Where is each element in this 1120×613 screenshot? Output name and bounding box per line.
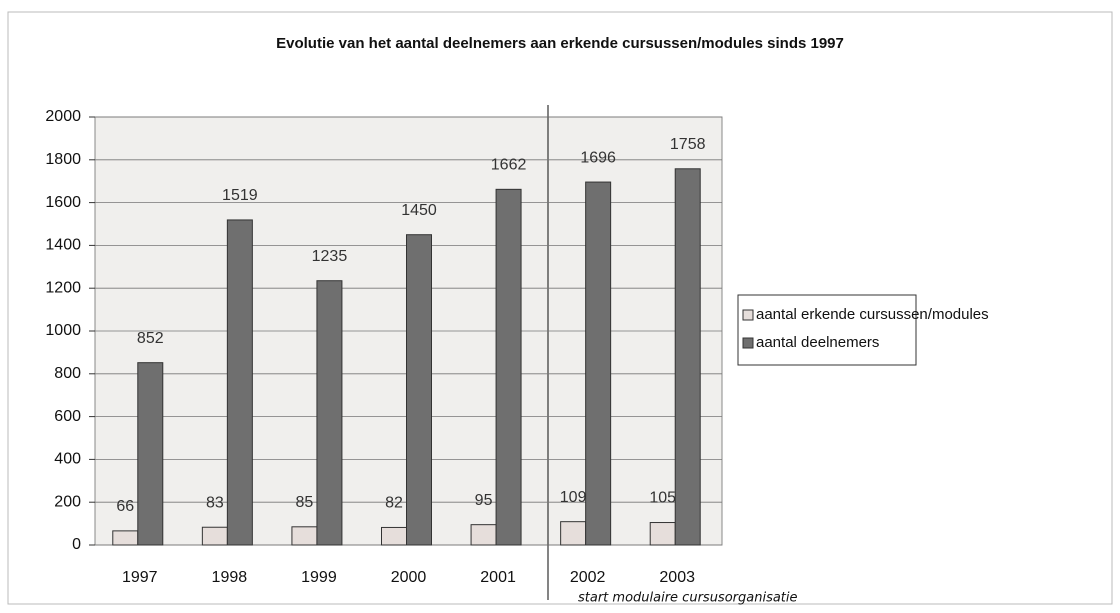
- y-tick-label: 0: [72, 536, 81, 553]
- bar: [470, 524, 497, 546]
- value-label: 82: [385, 495, 403, 512]
- x-tick-label: 2001: [480, 569, 516, 586]
- bar: [585, 181, 612, 546]
- value-label: 1235: [312, 248, 348, 265]
- y-tick-label: 2000: [45, 108, 81, 125]
- bar: [649, 522, 676, 546]
- value-label: 83: [206, 494, 224, 511]
- bar: [674, 168, 701, 546]
- y-tick-label: 1600: [45, 194, 81, 211]
- value-label: 1696: [580, 149, 616, 166]
- bar: [560, 521, 587, 546]
- value-label: 85: [296, 494, 314, 511]
- value-label: 1758: [670, 136, 706, 153]
- x-tick-label: 2003: [659, 569, 695, 586]
- y-tick-label: 1400: [45, 237, 81, 254]
- bar: [495, 188, 522, 546]
- value-label: 1519: [222, 187, 258, 204]
- bar: [291, 526, 318, 546]
- y-tick-label: 1000: [45, 322, 81, 339]
- value-label: 66: [116, 498, 134, 515]
- value-label: 109: [560, 489, 587, 506]
- legend-label: aantal erkende cursussen/modules: [756, 306, 989, 323]
- x-tick-label: 1998: [212, 569, 248, 586]
- bar: [226, 219, 253, 546]
- legend-swatch: [742, 309, 754, 321]
- y-tick-label: 800: [54, 365, 81, 382]
- annotation: start modulaire cursusorganisatie: [578, 591, 798, 606]
- x-tick-label: 2000: [391, 569, 427, 586]
- bar: [137, 362, 164, 546]
- bar: [381, 526, 407, 546]
- bar: [201, 526, 228, 546]
- x-tick-label: 1999: [301, 569, 337, 586]
- x-tick-label: 1997: [122, 569, 158, 586]
- value-label: 1662: [491, 157, 527, 174]
- y-tick-label: 1800: [45, 151, 81, 168]
- legend-box: [737, 294, 917, 366]
- y-tick-label: 400: [54, 451, 81, 468]
- bar: [316, 280, 343, 546]
- y-tick-label: 200: [54, 493, 81, 510]
- legend-swatch: [742, 337, 754, 349]
- x-tick-label: 2002: [570, 569, 606, 586]
- value-label: 105: [649, 490, 676, 507]
- bar: [112, 530, 139, 546]
- legend-label: aantal deelnemers: [756, 334, 879, 351]
- chart-title: Evolutie van het aantal deelnemers aan e…: [276, 35, 844, 52]
- bar: [406, 234, 432, 546]
- value-label: 852: [137, 330, 164, 347]
- value-label: 95: [475, 492, 493, 509]
- y-tick-label: 1200: [45, 279, 81, 296]
- value-label: 1450: [401, 202, 437, 219]
- y-tick-label: 600: [54, 408, 81, 425]
